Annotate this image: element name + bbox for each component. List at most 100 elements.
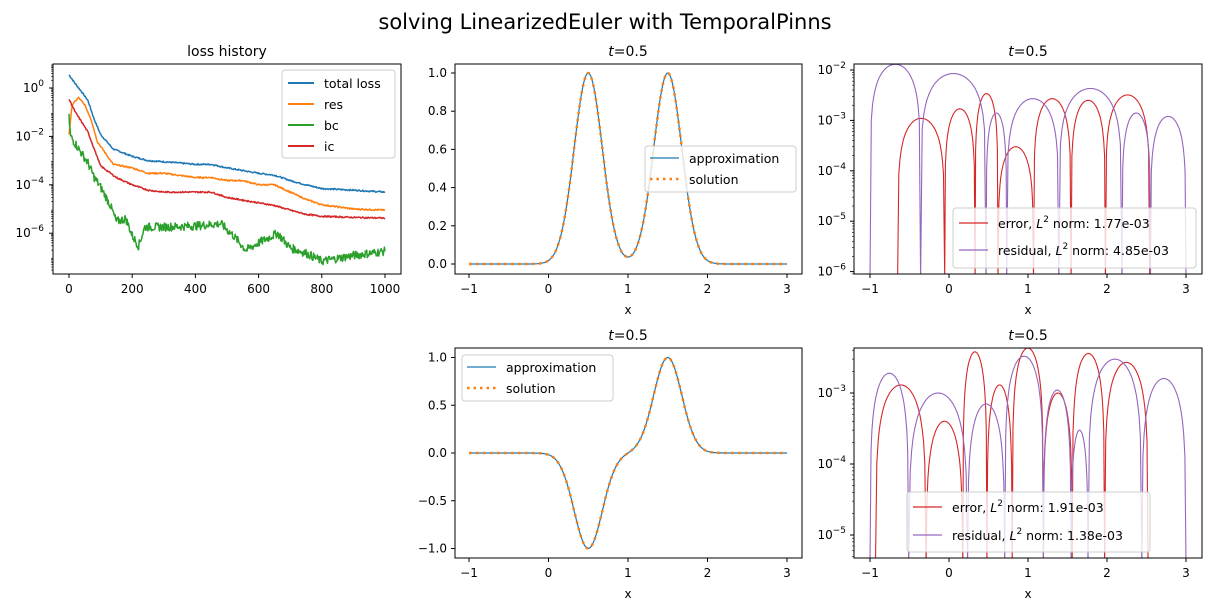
- error-line: [897, 93, 1151, 274]
- solution-top-xlabel: x: [624, 303, 631, 317]
- loss-x-ticks: 0 200 400 600 800 1000: [65, 274, 400, 296]
- solution-top-y-ticks: 0.0 0.2 0.4 0.6 0.8 1.0: [428, 66, 455, 271]
- svg-text:10−3: 10−3: [817, 111, 846, 127]
- svg-text:3: 3: [783, 566, 791, 580]
- svg-text:3: 3: [1182, 566, 1190, 580]
- error-bottom-x-ticks: −1 0 1 2 3: [861, 558, 1190, 580]
- svg-text:0.6: 0.6: [428, 142, 447, 156]
- svg-text:10−5: 10−5: [817, 526, 846, 542]
- legend-label-solution: solution: [506, 381, 556, 396]
- svg-text:10−2: 10−2: [15, 127, 44, 143]
- error-bottom-title: t=0.5: [1008, 328, 1048, 344]
- svg-text:1.0: 1.0: [428, 66, 447, 80]
- loss-history-axes: loss history 0 200 400 600 800 1000 10010−210…: [15, 44, 402, 296]
- figure-suptitle: solving LinearizedEuler with TemporalPin…: [378, 10, 831, 34]
- solution-bottom-axes: t=0.5 −1 0 1 2 3 −1.0 −0.5 0.0 0.5 1.0 x approxi…: [418, 328, 803, 601]
- loss-line-ic: [68, 99, 386, 220]
- svg-text:−1: −1: [460, 566, 478, 580]
- legend-label-error: error, L2 norm: 1.91e-03: [952, 499, 1104, 515]
- svg-text:1: 1: [624, 282, 632, 296]
- svg-text:1.0: 1.0: [428, 351, 447, 365]
- solution-top-title: t=0.5: [608, 44, 648, 60]
- svg-text:800: 800: [310, 282, 333, 296]
- svg-text:10−4: 10−4: [817, 162, 846, 178]
- solution-bottom-legend: approximation solution: [461, 354, 614, 402]
- svg-text:0: 0: [945, 282, 953, 296]
- svg-text:10−4: 10−4: [15, 176, 44, 192]
- loss-y-ticks: 100 10−2 10−4 10−6: [15, 64, 53, 271]
- solution-bottom-lines: [469, 356, 787, 550]
- error-bottom-y-ticks: 10−3 10−4 10−5: [817, 349, 854, 557]
- solution-top-axes: t=0.5 −1 0 1 2 3 0.0 0.2 0.4 0.6 0.8 1.0 x approx…: [428, 44, 803, 317]
- svg-text:1: 1: [624, 566, 632, 580]
- error-top-xlabel: x: [1024, 303, 1031, 317]
- approximation-line: [469, 72, 787, 265]
- svg-text:−1: −1: [861, 282, 879, 296]
- svg-text:0: 0: [545, 566, 553, 580]
- svg-text:10−2: 10−2: [817, 61, 846, 77]
- solution-bottom-xlabel: x: [624, 587, 631, 601]
- residual-line: [869, 355, 1187, 558]
- svg-text:−1: −1: [861, 566, 879, 580]
- svg-text:−1: −1: [460, 282, 478, 296]
- svg-text:1: 1: [1024, 566, 1032, 580]
- legend-label-residual: residual, L2 norm: 4.85e-03: [998, 242, 1169, 258]
- loss-line-res: [68, 96, 386, 212]
- svg-text:3: 3: [1182, 282, 1190, 296]
- error-bottom-xlabel: x: [1024, 587, 1031, 601]
- loss-legend-box: [281, 69, 396, 159]
- error-line: [875, 348, 1149, 558]
- error-top-title: t=0.5: [1008, 44, 1048, 60]
- solution-top-x-ticks: −1 0 1 2 3: [460, 274, 791, 296]
- loss-line-total-loss: [68, 74, 386, 194]
- solution-bottom-title: t=0.5: [608, 328, 648, 344]
- error-bottom-legend: error, L2 norm: 1.91e-03 residual, L2 no…: [906, 491, 1151, 553]
- svg-text:0.8: 0.8: [428, 104, 447, 118]
- svg-text:1: 1: [1024, 282, 1032, 296]
- solution-top-legend: approximation solution: [644, 145, 797, 193]
- solution-top-lines: [469, 71, 787, 266]
- error-top-y-ticks: 10−2 10−3 10−4 10−5 10−6: [817, 61, 854, 279]
- svg-text:10−3: 10−3: [817, 384, 846, 400]
- loss-legend: total loss res bc ic: [281, 69, 396, 159]
- solution-bottom-legend-box: [461, 354, 614, 402]
- svg-text:−1.0: −1.0: [418, 542, 447, 556]
- svg-text:−0.5: −0.5: [418, 494, 447, 508]
- svg-text:0: 0: [545, 282, 553, 296]
- svg-text:0.0: 0.0: [428, 446, 447, 460]
- legend-label-residual: residual, L2 norm: 1.38e-03: [952, 527, 1123, 543]
- loss-axes-frame: [52, 63, 402, 275]
- svg-text:2: 2: [1103, 282, 1111, 296]
- svg-text:0.4: 0.4: [428, 181, 447, 195]
- svg-text:10−4: 10−4: [817, 455, 846, 471]
- error-bottom-lines: [869, 348, 1187, 558]
- svg-text:3: 3: [783, 282, 791, 296]
- svg-text:200: 200: [121, 282, 144, 296]
- error-top-legend: error, L2 norm: 1.77e-03 residual, L2 no…: [952, 207, 1197, 269]
- legend-label-solution: solution: [689, 172, 739, 187]
- legend-label-error: error, L2 norm: 1.77e-03: [998, 215, 1150, 231]
- error-bottom-legend-box: [906, 491, 1151, 553]
- error-bottom-axes: t=0.5 −1 0 1 2 3 10−3 10−4 10−5 x error, L2 no…: [817, 328, 1203, 601]
- svg-text:0.5: 0.5: [428, 398, 447, 412]
- legend-label-approximation: approximation: [506, 360, 596, 375]
- solution-bottom-y-ticks: −1.0 −0.5 0.0 0.5 1.0: [418, 351, 455, 556]
- legend-label-res: res: [324, 97, 343, 112]
- svg-text:10−6: 10−6: [817, 263, 846, 279]
- svg-text:10−6: 10−6: [15, 224, 44, 240]
- error-top-axes: t=0.5 −1 0 1 2 3 10−2 10−3 10−4 10−5 10−6 x erro…: [817, 44, 1203, 317]
- svg-text:2: 2: [704, 566, 712, 580]
- solution-top-legend-box: [644, 145, 797, 193]
- svg-text:0: 0: [945, 566, 953, 580]
- legend-label-bc: bc: [324, 118, 339, 133]
- svg-text:10−5: 10−5: [817, 212, 846, 228]
- approximation-line: [469, 356, 787, 550]
- legend-label-total-loss: total loss: [324, 76, 381, 91]
- legend-label-ic: ic: [324, 139, 334, 154]
- svg-text:0: 0: [65, 282, 73, 296]
- svg-text:100: 100: [23, 79, 44, 95]
- svg-text:2: 2: [1103, 566, 1111, 580]
- svg-text:400: 400: [184, 282, 207, 296]
- loss-history-title: loss history: [187, 44, 267, 60]
